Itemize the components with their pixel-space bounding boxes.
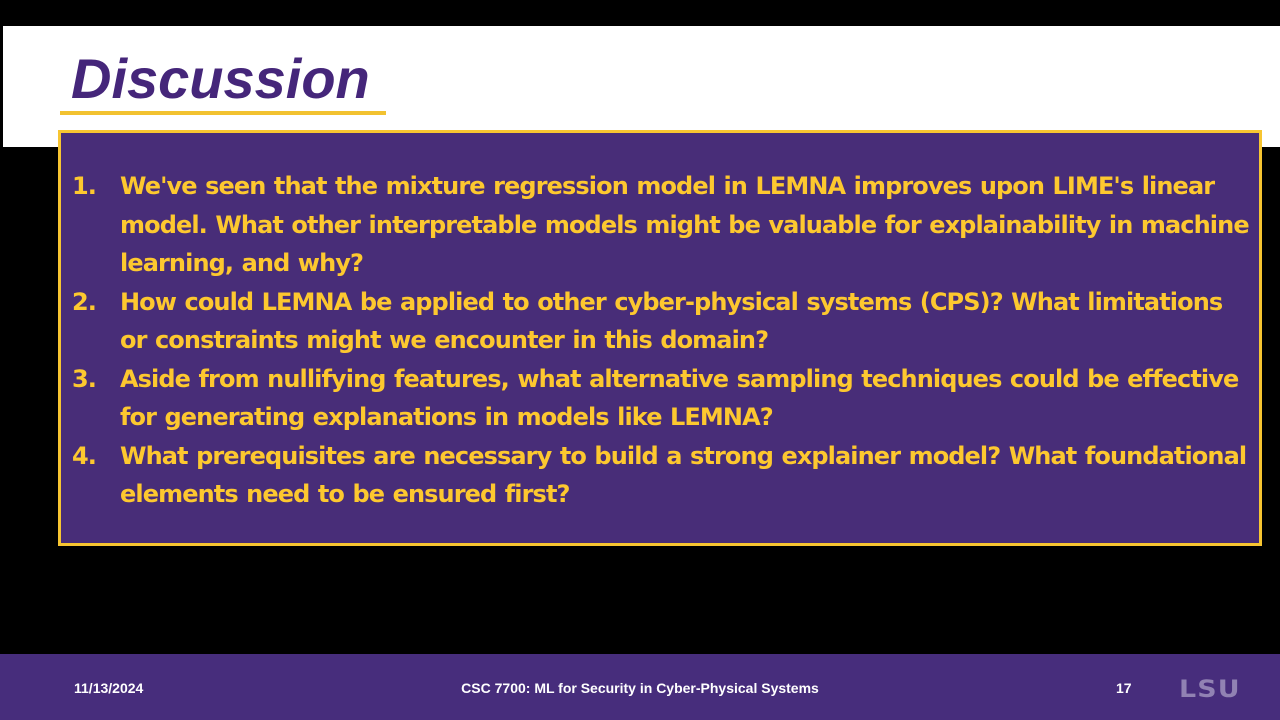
discussion-box: 1. We've seen that the mixture regressio… [58, 130, 1262, 546]
footer-bar: 11/13/2024 CSC 7700: ML for Security in … [0, 654, 1280, 720]
slide-number: 17 [1116, 680, 1132, 696]
question-number: 4. [72, 441, 97, 470]
question-text: We've seen that the mixture regression m… [120, 172, 1250, 277]
question-text: What prerequisites are necessary to buil… [120, 441, 1247, 509]
footer-course-title: CSC 7700: ML for Security in Cyber-Physi… [461, 680, 819, 696]
question-number: 2. [72, 287, 97, 316]
question-item-2: 2. How could LEMNA be applied to other c… [72, 283, 1257, 360]
title-underline [60, 111, 386, 115]
question-item-3: 3. Aside from nullifying features, what … [72, 360, 1257, 437]
question-item-4: 4. What prerequisites are necessary to b… [72, 437, 1257, 514]
question-list: 1. We've seen that the mixture regressio… [72, 167, 1257, 514]
question-text: Aside from nullifying features, what alt… [120, 364, 1239, 432]
question-number: 3. [72, 364, 97, 393]
question-item-1: 1. We've seen that the mixture regressio… [72, 167, 1257, 283]
title-band [3, 26, 1280, 147]
question-text: How could LEMNA be applied to other cybe… [120, 287, 1223, 355]
slide-title: Discussion [71, 47, 370, 110]
footer-date: 11/13/2024 [74, 680, 144, 696]
question-number: 1. [72, 172, 97, 200]
lsu-logo: LSU [1179, 675, 1241, 703]
